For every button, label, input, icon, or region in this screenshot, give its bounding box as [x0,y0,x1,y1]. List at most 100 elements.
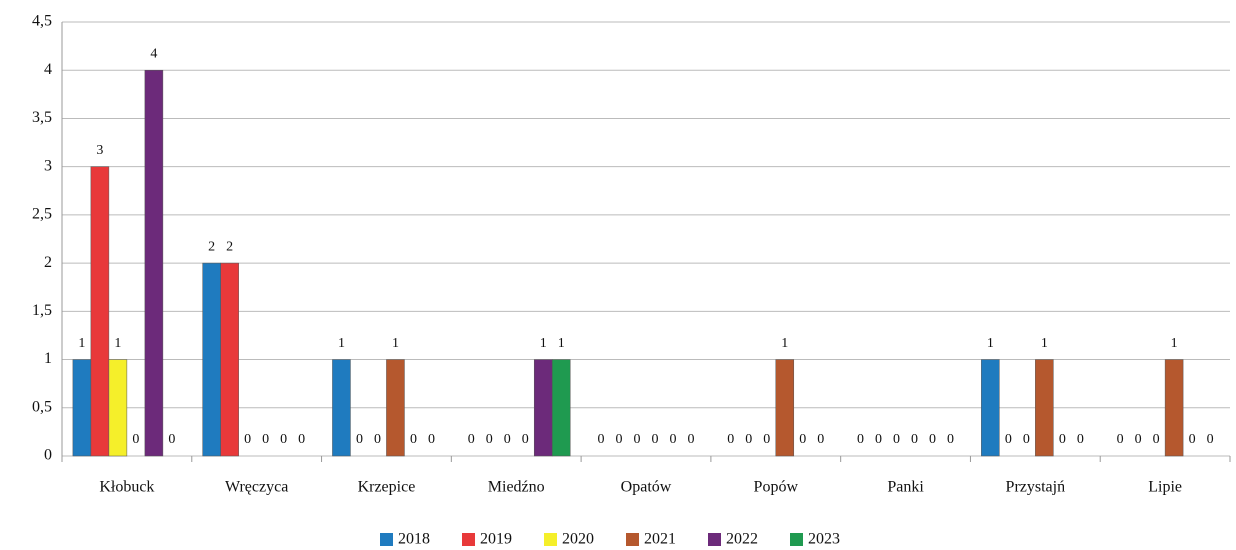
value-label: 0 [1207,432,1214,447]
legend-swatch [462,533,475,546]
value-label: 0 [356,432,363,447]
legend-swatch [790,533,803,546]
legend-label: 2018 [398,531,430,548]
value-label: 0 [875,432,882,447]
value-label: 0 [280,432,287,447]
value-label: 0 [428,432,435,447]
value-label: 0 [947,432,954,447]
bar [90,166,110,457]
bar [533,359,553,457]
y-tick-label: 2 [44,254,52,271]
value-label: 0 [634,432,641,447]
value-label: 0 [522,432,529,447]
bar [981,359,1000,457]
x-tick-label: Wręczyca [225,479,288,496]
y-tick-label: 3,5 [32,109,52,126]
value-label: 0 [1005,432,1012,447]
value-label: 0 [893,432,900,447]
value-label: 1 [1171,336,1178,351]
legend-swatch [626,533,639,546]
legend-label: 2019 [480,531,512,548]
value-label: 0 [616,432,623,447]
x-tick-label: Opatów [621,479,672,496]
legend-label: 2020 [562,531,594,548]
value-label: 1 [78,336,85,351]
bar [108,359,128,457]
value-label: 0 [168,432,175,447]
value-label: 0 [1135,432,1142,447]
legend-swatch [708,533,721,546]
value-label: 0 [857,432,864,447]
value-label: 1 [1041,336,1048,351]
bar [551,359,571,457]
value-label: 0 [1189,432,1196,447]
value-label: 1 [558,336,565,351]
value-label: 3 [96,143,103,158]
y-tick-label: 1,5 [32,302,52,319]
bar [202,262,221,457]
value-label: 0 [374,432,381,447]
value-label: 0 [799,432,806,447]
value-label: 1 [781,336,788,351]
bar [1035,359,1054,457]
value-label: 0 [929,432,936,447]
x-tick-label: Popów [754,479,799,496]
value-label: 1 [392,336,399,351]
bar [775,359,795,457]
value-label: 0 [1077,432,1084,447]
value-label: 0 [410,432,417,447]
value-label: 2 [208,239,215,254]
x-tick-label: Miedźno [488,479,545,496]
x-tick-label: Kłobuck [99,479,154,496]
value-label: 0 [817,432,824,447]
value-label: 0 [298,432,305,447]
value-label: 0 [244,432,251,447]
value-label: 1 [987,336,994,351]
value-label: 0 [468,432,475,447]
value-label: 0 [1059,432,1066,447]
y-tick-label: 4 [44,61,52,78]
y-tick-label: 0 [44,447,52,464]
x-tick-label: Lipie [1148,479,1182,496]
value-label: 4 [150,46,157,61]
y-tick-label: 4,5 [32,13,52,30]
legend-swatch [544,533,557,546]
value-label: 0 [911,432,918,447]
value-label: 0 [1023,432,1030,447]
y-tick-label: 3 [44,157,52,174]
value-label: 0 [763,432,770,447]
bar [386,359,405,457]
y-tick-label: 0,5 [32,398,52,415]
value-label: 1 [540,336,547,351]
value-label: 0 [132,432,139,447]
y-tick-label: 1 [44,350,52,367]
bar [144,69,164,457]
legend-label: 2023 [808,531,840,548]
bar [72,359,92,457]
x-tick-label: Krzepice [358,479,416,496]
bar [332,359,351,457]
value-label: 2 [226,239,233,254]
value-label: 0 [598,432,605,447]
legend-label: 2021 [644,531,676,548]
bar [220,262,239,457]
value-label: 0 [670,432,677,447]
value-label: 0 [1117,432,1124,447]
x-tick-label: Przystajń [1006,479,1066,496]
value-label: 0 [1153,432,1160,447]
bar [1164,359,1184,457]
value-label: 0 [262,432,269,447]
value-label: 0 [745,432,752,447]
legend-swatch [380,533,393,546]
y-tick-label: 2,5 [32,206,52,223]
legend-label: 2022 [726,531,758,548]
x-tick-label: Panki [887,479,924,496]
value-label: 0 [688,432,695,447]
value-label: 0 [486,432,493,447]
value-label: 0 [504,432,511,447]
value-label: 0 [727,432,734,447]
value-label: 0 [652,432,659,447]
value-label: 1 [114,336,121,351]
value-label: 1 [338,336,345,351]
